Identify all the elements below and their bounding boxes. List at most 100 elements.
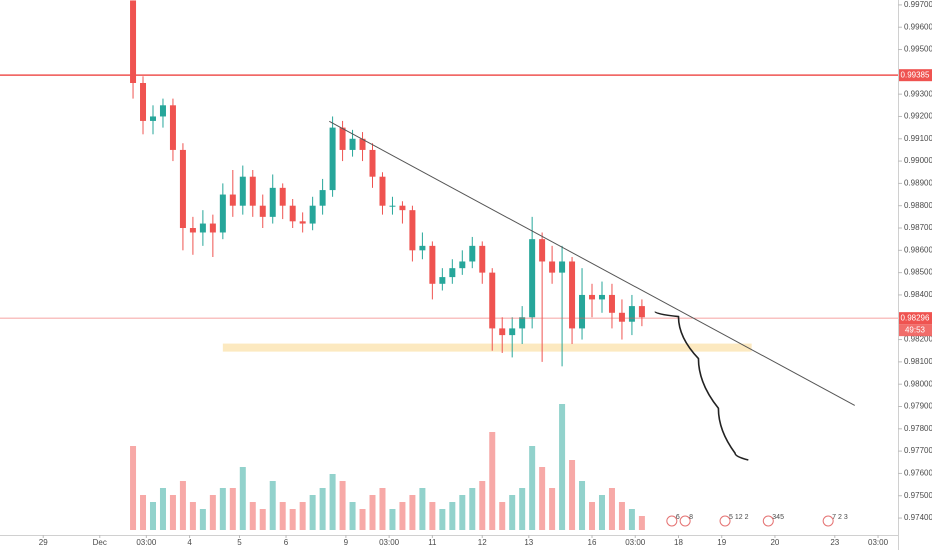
volume-bar (229, 488, 236, 530)
volume-bar (519, 488, 526, 530)
x-tick-label: 13 (524, 538, 533, 547)
volume-bar (179, 481, 186, 530)
candle-body (259, 205, 266, 217)
candle-body (628, 306, 635, 322)
event-marker (679, 515, 691, 527)
volume-bar (259, 509, 266, 530)
candle-body (319, 190, 326, 206)
y-tick-label: 0.97600 (904, 469, 932, 478)
last-price-box (899, 312, 932, 325)
level-label: 0.99385 (901, 70, 930, 79)
volume-bar (449, 502, 456, 530)
volume-bar (489, 432, 496, 530)
volume-bar (289, 509, 296, 530)
candle-body (569, 261, 576, 329)
candle-body (399, 205, 406, 211)
candle-body (469, 245, 476, 262)
countdown-box (899, 324, 932, 337)
volume-bar (499, 502, 506, 530)
candle-body (559, 261, 566, 273)
candle-body (549, 261, 556, 273)
volume-bar (159, 488, 166, 530)
candle-body (529, 239, 536, 318)
volume-bar (199, 509, 206, 530)
volume-bar (189, 502, 196, 530)
volume-bar (529, 446, 536, 530)
y-tick-label: 0.98400 (904, 290, 932, 299)
volume-bar (309, 495, 316, 530)
projection-path (654, 311, 749, 461)
event-marker (719, 515, 731, 527)
volume-bar (569, 460, 576, 530)
volume-bar (579, 481, 586, 530)
candle-body (229, 194, 236, 206)
x-tick-label: 29 (39, 538, 48, 547)
candle-body (589, 294, 596, 300)
candle-body (179, 149, 186, 229)
volume-bar (359, 509, 366, 530)
y-tick-label: 0.99700 (904, 0, 932, 9)
volume-bar (479, 481, 486, 530)
volume-bar (429, 502, 436, 530)
y-tick-label: 0.98200 (904, 335, 932, 344)
candle-body (149, 116, 156, 121)
candle-body (209, 223, 216, 233)
candle-body (579, 294, 586, 329)
level-label-box (899, 69, 932, 82)
volume-bar (219, 488, 226, 530)
event-label: 8 (689, 514, 693, 521)
y-tick-label: 0.98100 (904, 357, 932, 366)
candle-body (449, 268, 456, 278)
volume-bar (589, 502, 596, 530)
x-tick-label: 16 (588, 538, 597, 547)
candle-body (349, 138, 356, 150)
y-tick-label: 0.97500 (904, 491, 932, 500)
volume-bar (439, 509, 446, 530)
candle-body (608, 294, 615, 313)
candle-body (429, 245, 436, 284)
x-tick-label: Dec (93, 538, 107, 547)
volume-bar (149, 502, 156, 530)
volume-bar (628, 509, 635, 530)
candle-body (169, 105, 176, 150)
volume-bar (329, 474, 336, 530)
volume-bar (169, 495, 176, 530)
candle-body (289, 205, 296, 222)
candle-body (199, 223, 206, 233)
volume-bar (130, 446, 137, 530)
volume-bar (509, 495, 516, 530)
y-tick-label: 0.97400 (904, 513, 932, 522)
candle-body (249, 176, 256, 206)
candle-body (159, 105, 166, 117)
volume-bar (339, 481, 346, 530)
candle-body (539, 239, 546, 262)
x-tick-label: 03:00 (379, 538, 400, 547)
volume-bar (549, 488, 556, 530)
x-tick-label: 11 (428, 538, 437, 547)
candle-body (419, 245, 426, 251)
event-label: 5 12 2 (729, 514, 749, 521)
y-tick-label: 0.98600 (904, 245, 932, 254)
y-tick-label: 0.99600 (904, 22, 932, 31)
volume-bar (409, 495, 416, 530)
candle-body (598, 294, 605, 300)
volume-bar (349, 502, 356, 530)
y-tick-label: 0.97700 (904, 446, 932, 455)
candle-body (389, 205, 396, 207)
x-tick-label: 18 (674, 538, 683, 547)
y-tick-label: 0.99000 (904, 156, 932, 165)
x-tick-label: 4 (187, 538, 192, 547)
y-tick-label: 0.97800 (904, 424, 932, 433)
volume-bar (608, 488, 615, 530)
volume-bar (249, 502, 256, 530)
candle-body (279, 187, 286, 206)
event-marker (822, 515, 834, 527)
candle-body (189, 228, 196, 233)
event-label: 7 2 3 (832, 514, 848, 521)
volume-bar (598, 495, 605, 530)
x-tick-label: 03:00 (868, 538, 889, 547)
support-zone (222, 343, 752, 352)
candle-body (359, 138, 366, 150)
